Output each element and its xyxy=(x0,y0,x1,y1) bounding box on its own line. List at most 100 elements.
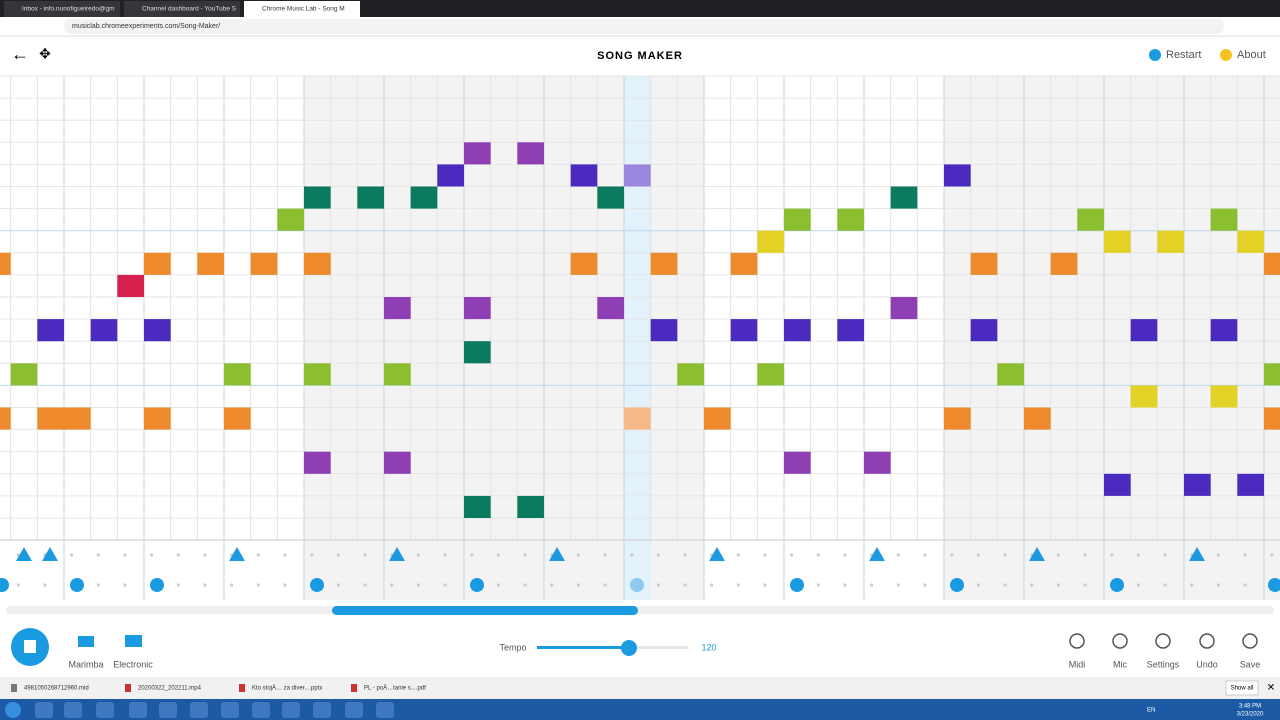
show-all-button[interactable] xyxy=(1225,680,1259,696)
tab[interactable] xyxy=(244,1,360,17)
note[interactable] xyxy=(10,363,38,386)
perc-triangle[interactable] xyxy=(1029,547,1045,561)
tab-title[interactable]: Chrome Music Lab - Song M xyxy=(262,6,345,13)
note[interactable] xyxy=(64,407,91,430)
note[interactable] xyxy=(944,407,971,430)
perc-circle[interactable] xyxy=(950,578,964,592)
note[interactable] xyxy=(197,252,224,275)
download-icon[interactable] xyxy=(11,684,17,692)
note[interactable] xyxy=(970,252,998,275)
note[interactable] xyxy=(464,341,491,364)
note[interactable] xyxy=(570,164,598,187)
taskbar-app[interactable] xyxy=(35,702,53,718)
tab-title[interactable]: Inbox - info.nunofigueiredo@gm xyxy=(22,6,115,13)
perc-circle[interactable] xyxy=(70,578,84,592)
taskbar-app[interactable] xyxy=(129,702,147,718)
taskbar-app[interactable] xyxy=(221,702,239,718)
note[interactable] xyxy=(384,297,411,320)
note[interactable] xyxy=(1104,473,1131,496)
show-all[interactable]: Show all xyxy=(1231,686,1254,692)
tab-title[interactable]: Channel dashboard - YouTube S xyxy=(142,6,237,13)
note[interactable] xyxy=(464,495,491,518)
note[interactable] xyxy=(837,319,864,342)
note[interactable] xyxy=(1210,319,1238,342)
taskbar-app[interactable] xyxy=(96,702,114,718)
taskbar-app[interactable] xyxy=(64,702,82,718)
note[interactable] xyxy=(570,252,598,275)
perc-triangle[interactable] xyxy=(1189,547,1205,561)
tool-label[interactable]: Settings xyxy=(1147,659,1180,669)
note[interactable] xyxy=(1130,319,1158,342)
perc-circle[interactable] xyxy=(310,578,324,592)
note[interactable] xyxy=(304,451,331,474)
tool-icon[interactable] xyxy=(1199,633,1215,649)
note[interactable] xyxy=(864,451,891,474)
note[interactable] xyxy=(1210,208,1238,231)
taskbar-app[interactable] xyxy=(159,702,177,718)
note[interactable] xyxy=(304,186,331,209)
perc-triangle[interactable] xyxy=(389,547,405,561)
note[interactable] xyxy=(784,451,811,474)
note[interactable] xyxy=(1264,252,1280,275)
taskbar-app[interactable] xyxy=(313,702,331,718)
note[interactable] xyxy=(410,186,438,209)
electronic-icon[interactable] xyxy=(125,635,142,647)
tempo-knob[interactable] xyxy=(621,640,637,656)
note[interactable] xyxy=(304,363,331,386)
note[interactable] xyxy=(890,186,918,209)
start-button[interactable] xyxy=(5,702,21,718)
note[interactable] xyxy=(384,451,411,474)
note[interactable] xyxy=(277,208,304,231)
note[interactable] xyxy=(1264,363,1280,386)
restart-link[interactable]: Restart xyxy=(1166,49,1201,61)
note[interactable] xyxy=(1130,385,1158,408)
perc-circle[interactable] xyxy=(0,578,9,592)
scroll-thumb[interactable] xyxy=(332,606,638,615)
perc-circle[interactable] xyxy=(150,578,164,592)
note[interactable] xyxy=(1104,230,1131,253)
move-icon[interactable]: ✥ xyxy=(39,46,51,62)
note[interactable] xyxy=(597,297,624,320)
note[interactable] xyxy=(90,319,118,342)
note[interactable] xyxy=(730,252,758,275)
taskbar-app[interactable] xyxy=(252,702,270,718)
note[interactable] xyxy=(117,274,144,297)
tool-label[interactable]: Midi xyxy=(1069,659,1086,669)
tool-icon[interactable] xyxy=(1069,633,1085,649)
note[interactable] xyxy=(1264,407,1280,430)
note[interactable] xyxy=(1024,407,1051,430)
note[interactable] xyxy=(650,319,678,342)
marimba-icon[interactable] xyxy=(78,636,94,647)
note[interactable] xyxy=(224,363,251,386)
note[interactable] xyxy=(437,164,464,187)
download-icon[interactable] xyxy=(125,684,131,692)
note[interactable] xyxy=(944,164,971,187)
note[interactable] xyxy=(144,319,171,342)
download-item[interactable]: PL - poÄ…tanie s....pdf xyxy=(364,685,426,692)
note[interactable] xyxy=(837,208,864,231)
note[interactable] xyxy=(37,319,64,342)
about-link[interactable]: About xyxy=(1237,49,1266,61)
perc-triangle[interactable] xyxy=(869,547,885,561)
tool-label[interactable]: Mic xyxy=(1113,659,1127,669)
tool-icon[interactable] xyxy=(1242,633,1258,649)
note[interactable] xyxy=(1237,230,1264,253)
note[interactable] xyxy=(624,164,651,187)
note[interactable] xyxy=(357,186,384,209)
note[interactable] xyxy=(1077,208,1104,231)
note[interactable] xyxy=(784,319,811,342)
url[interactable]: musiclab.chromeexperiments.com/Song-Make… xyxy=(72,23,220,30)
note[interactable] xyxy=(464,142,491,165)
note[interactable] xyxy=(757,363,784,386)
tool-label[interactable]: Undo xyxy=(1196,659,1218,669)
perc-circle[interactable] xyxy=(1110,578,1124,592)
tool-icon[interactable] xyxy=(1112,633,1128,649)
note[interactable] xyxy=(37,407,64,430)
note[interactable] xyxy=(384,363,411,386)
note[interactable] xyxy=(304,252,331,275)
download-item[interactable]: Kto stojÄ… za diver....pptx xyxy=(252,685,322,692)
note[interactable] xyxy=(1184,473,1211,496)
note[interactable] xyxy=(250,252,278,275)
tool-icon[interactable] xyxy=(1155,633,1171,649)
note[interactable] xyxy=(704,407,731,430)
